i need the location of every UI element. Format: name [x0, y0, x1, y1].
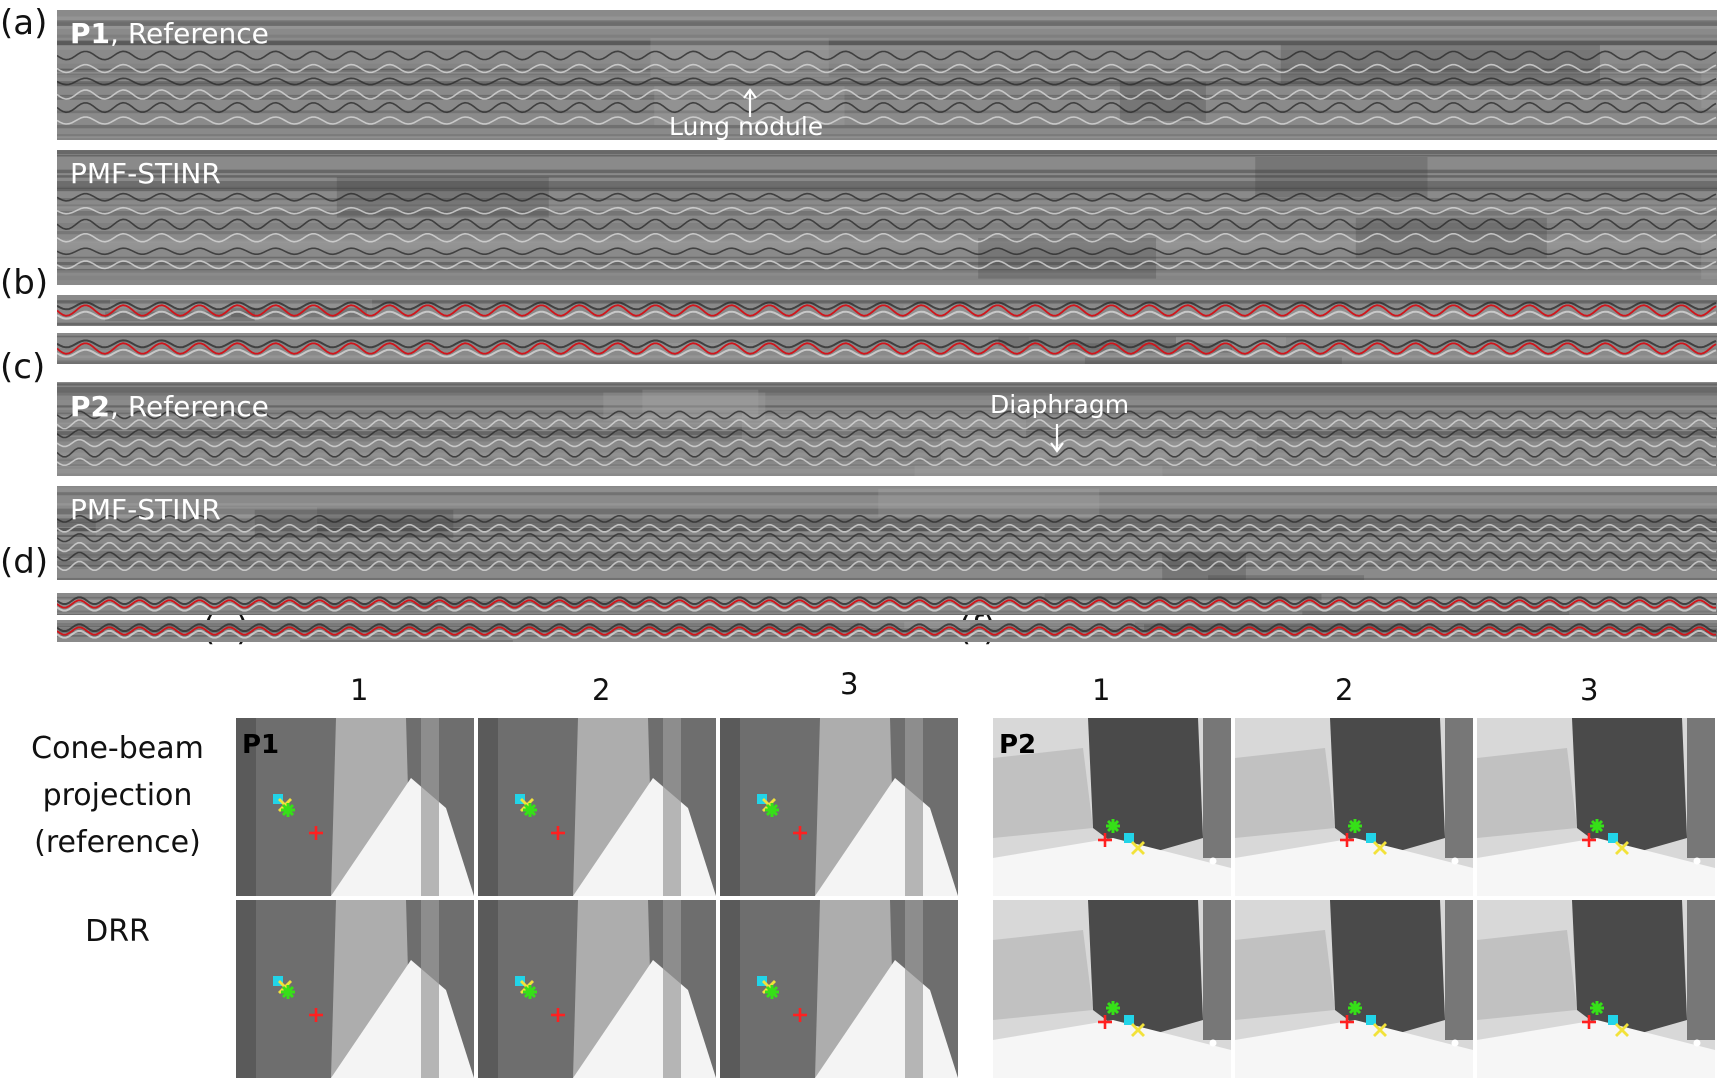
- p1-tile-tag: P1: [242, 730, 280, 760]
- p1-drr-image-1: [236, 900, 474, 1078]
- p2-trace-strip-reference: [57, 593, 1717, 615]
- p1-drr-tile-2: [478, 900, 716, 1078]
- p1-projection-image-1: [236, 718, 474, 896]
- p2-projection-image-2: [1235, 718, 1473, 896]
- row-label-projection-line3: (reference): [34, 825, 201, 860]
- e-column-2: 2: [592, 673, 611, 707]
- p1-projection-tile-2: [478, 718, 716, 896]
- p1-pmf-stinr-strip-image: [57, 150, 1717, 285]
- p1-pmf-stinr-strip: [57, 150, 1717, 285]
- p1-trace-strip-reference: [57, 295, 1717, 326]
- e-column-3: 3: [840, 667, 859, 701]
- row-label-projection: Cone-beam projection (reference): [10, 725, 225, 866]
- p1-drr-tile-3: [720, 900, 958, 1078]
- p1-projection-image-3: [720, 718, 958, 896]
- p2-drr-tile-1: [993, 900, 1231, 1078]
- p1-pmf-stinr-title: PMF-STINR: [70, 157, 221, 190]
- p1-trace-strip-pmf-stinr: [57, 333, 1717, 364]
- p2-trace-pmf-stinr-image: [57, 620, 1717, 642]
- panel-label-b: (b): [0, 263, 49, 303]
- p2-trace-strip-pmf-stinr: [57, 620, 1717, 642]
- p2-drr-image-2: [1235, 900, 1473, 1078]
- row-label-projection-line1: Cone-beam: [31, 731, 204, 766]
- p2-drr-image-3: [1477, 900, 1715, 1078]
- panel-label-c: (c): [0, 347, 46, 387]
- p2-reference-title: P2, Reference: [70, 393, 269, 421]
- p1-reference-title: P1, Reference: [70, 20, 269, 48]
- p1-drr-image-3: [720, 900, 958, 1078]
- p2-projection-image-1: [993, 718, 1231, 896]
- p1-drr-tile-1: [236, 900, 474, 1078]
- p2-pmf-stinr-strip-image: [57, 486, 1717, 580]
- f-column-3: 3: [1580, 673, 1599, 707]
- row-label-drr: DRR: [85, 914, 150, 949]
- p1-reference-strip: [57, 10, 1717, 140]
- p2-pmf-stinr-strip: [57, 486, 1717, 580]
- p1-projection-tile-3: [720, 718, 958, 896]
- p2-drr-image-1: [993, 900, 1231, 1078]
- p2-reference-strip: [57, 382, 1717, 476]
- e-column-1: 1: [350, 673, 369, 707]
- p2-projection-tile-1: P2: [993, 718, 1231, 896]
- p1-projection-tile-1: P1: [236, 718, 474, 896]
- p2-projection-tile-2: [1235, 718, 1473, 896]
- p2-patient-label: P2: [70, 390, 111, 423]
- p2-drr-tile-3: [1477, 900, 1715, 1078]
- p2-projection-tile-3: [1477, 718, 1715, 896]
- p2-tile-tag: P2: [999, 730, 1037, 760]
- p1-trace-pmf-stinr-image: [57, 333, 1717, 364]
- diaphragm-annotation: Diaphragm: [990, 390, 1130, 419]
- p2-reference-suffix: , Reference: [110, 390, 269, 423]
- p2-projection-image-3: [1477, 718, 1715, 896]
- lung-nodule-arrow-icon: [743, 88, 757, 117]
- p1-drr-image-2: [478, 900, 716, 1078]
- p1-trace-reference-image: [57, 295, 1717, 326]
- row-label-projection-line2: projection: [42, 778, 193, 813]
- diaphragm-arrow-icon: [1050, 424, 1064, 453]
- p1-projection-image-2: [478, 718, 716, 896]
- panel-label-d: (d): [0, 542, 49, 582]
- lung-nodule-annotation: Lung nodule: [669, 112, 824, 141]
- f-column-1: 1: [1092, 673, 1111, 707]
- p1-reference-strip-image: [57, 10, 1717, 140]
- p1-reference-suffix: , Reference: [110, 17, 269, 50]
- p1-patient-label: P1: [70, 17, 111, 50]
- p2-reference-strip-image: [57, 382, 1717, 476]
- p2-trace-reference-image: [57, 593, 1717, 615]
- panel-label-a: (a): [0, 3, 48, 43]
- f-column-2: 2: [1335, 673, 1354, 707]
- p2-drr-tile-2: [1235, 900, 1473, 1078]
- p2-pmf-stinr-title: PMF-STINR: [70, 493, 221, 526]
